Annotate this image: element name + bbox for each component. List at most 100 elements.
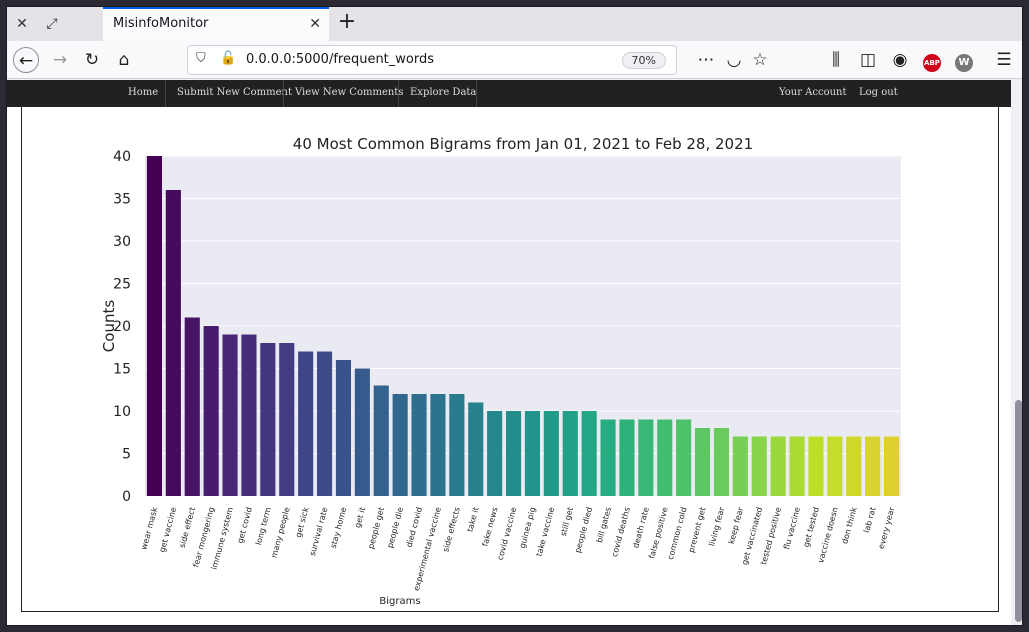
sidebar-icon[interactable]: ◫ [859,50,877,70]
extension-label: W [955,54,973,72]
shield-icon[interactable]: ⛉ [196,51,206,66]
bar-get-tested [808,436,824,496]
library-icon[interactable]: ⫼ [832,50,840,70]
more-icon[interactable]: ⋯ [697,50,715,70]
x-tick-label: covid deaths [610,506,632,558]
x-tick-label: bill gates [595,506,613,544]
bar-keep-fear [732,436,748,496]
bar-guinea-pig [524,411,541,496]
bar-long-term [260,343,276,496]
pocket-icon[interactable]: ◡ [726,50,742,70]
x-tick-label: wear mask [139,506,159,551]
navigation-toolbar: ← → ↻ ⌂ ⛉ 🔓 0.0.0.0:5000/frequent_words … [7,41,1022,79]
x-tick-label: take vaccine [535,506,557,557]
account-icon[interactable]: ◉ [892,50,908,70]
x-tick-label: side effects [441,506,462,553]
bar-covid-deaths [619,419,635,496]
x-tick-label: people died [573,506,594,554]
bar-lab-rat [865,436,881,496]
x-tick-label: still get [559,506,575,537]
bar-still-get [562,411,578,496]
tab-misinfomonitor[interactable]: MisinfoMonitor ✕ [103,7,329,41]
bar-false-positive [657,419,673,496]
insecure-lock-icon[interactable]: 🔓 [220,51,237,66]
bar-get-sick [298,351,314,496]
x-tick-label: lab rat [862,506,877,534]
tab-close-icon[interactable]: ✕ [309,16,321,32]
site-navbar: Home Submit New Comment View New Comment… [7,80,1011,107]
x-tick-label: don think [840,506,859,545]
url-text[interactable]: 0.0.0.0:5000/frequent_words [246,52,435,67]
tab-strip: ✕ ⤢ MisinfoMonitor ✕ + [7,7,1022,41]
x-tick-label: vaccine doesn [816,506,840,564]
x-tick-label: stay home [329,506,349,549]
x-tick-label: every year [877,506,897,551]
y-tick-label: 30 [113,234,131,250]
home-icon[interactable]: ⌂ [118,50,130,70]
nav-view-comments[interactable]: View New Comments [295,87,404,98]
chart-container: 0 5 10 15 20 25 30 35 40 wear mask get vaccine side… [21,107,999,612]
bar-take-vaccine [543,411,559,496]
y-axis-label: Counts [100,300,118,353]
y-tick-label: 40 [113,149,131,165]
bar-people-died [581,411,597,496]
vertical-scrollbar[interactable] [1013,80,1022,625]
new-tab-button[interactable]: + [337,9,357,34]
back-icon[interactable]: ← [13,47,39,73]
x-tick-label: living fear [707,506,726,548]
x-tick-label: get covid [236,506,254,544]
star-icon[interactable]: ☆ [752,50,768,70]
x-tick-label: flu vaccine [782,506,802,550]
x-tick-label: many people [269,506,291,559]
bar-people-get [373,385,389,496]
tab-title: MisinfoMonitor [113,16,209,31]
x-tick-label: guinea pig [518,506,538,549]
bar-get-vaccine [165,190,181,496]
bar-survival-rate [316,351,333,496]
y-tick-label: 5 [122,447,131,463]
y-tick-label: 25 [113,277,131,293]
x-tick-label: long term [254,506,273,546]
scrollbar-thumb[interactable] [1015,400,1022,622]
bar-prevent-get [694,428,711,496]
restore-icon[interactable]: ⤢ [46,16,58,32]
forward-icon[interactable]: → [52,50,68,70]
x-tick-label: died covid [405,506,424,548]
x-tick-label: common cold [666,506,689,560]
bar-living-fear [713,428,730,496]
x-tick-label: survival rate [308,506,330,557]
bar-fear-mongering [203,326,219,496]
chart-title: 40 Most Common Bigrams from Jan 01, 2021… [293,135,753,153]
bar-don-think [846,436,862,496]
zoom-level[interactable]: 70% [621,52,666,69]
x-tick-label: false positive [647,506,669,560]
x-tick-label: get vaccine [158,506,179,553]
bar-stay-home [335,360,352,496]
close-icon[interactable]: ✕ [16,16,28,32]
bar-take-it [468,402,484,496]
browser-window: ✕ ⤢ MisinfoMonitor ✕ + ← → ↻ ⌂ ⛉ 🔓 0.0.0… [6,6,1023,626]
url-bar[interactable]: ⛉ 🔓 0.0.0.0:5000/frequent_words 70% [187,45,677,75]
extension-icon[interactable]: W [951,47,977,73]
bar-death-rate [638,419,654,496]
bar-people-die [392,394,408,496]
nav-log-out[interactable]: Log out [859,87,898,98]
bar-fake-news [487,411,503,496]
nav-explore-data[interactable]: Explore Data [410,87,477,98]
menu-icon[interactable]: ☰ [996,50,1012,70]
y-tick-label: 20 [113,319,131,335]
bar-immune-system [222,334,238,496]
page-viewport: Home Submit New Comment View New Comment… [7,80,1011,625]
x-tick-label: take it [465,506,480,533]
x-tick-label: keep fear [727,506,746,545]
reload-icon[interactable]: ↻ [84,50,100,70]
x-axis-label: Bigrams [379,596,420,607]
x-tick-label: fake news [480,506,499,547]
nav-your-account[interactable]: Your Account [779,87,847,98]
bar-get-covid [241,334,257,496]
y-tick-label: 0 [122,489,131,505]
nav-home[interactable]: Home [128,87,159,98]
adblock-icon[interactable]: ABP [919,47,945,73]
nav-submit-comment[interactable]: Submit New Comment [177,87,292,98]
